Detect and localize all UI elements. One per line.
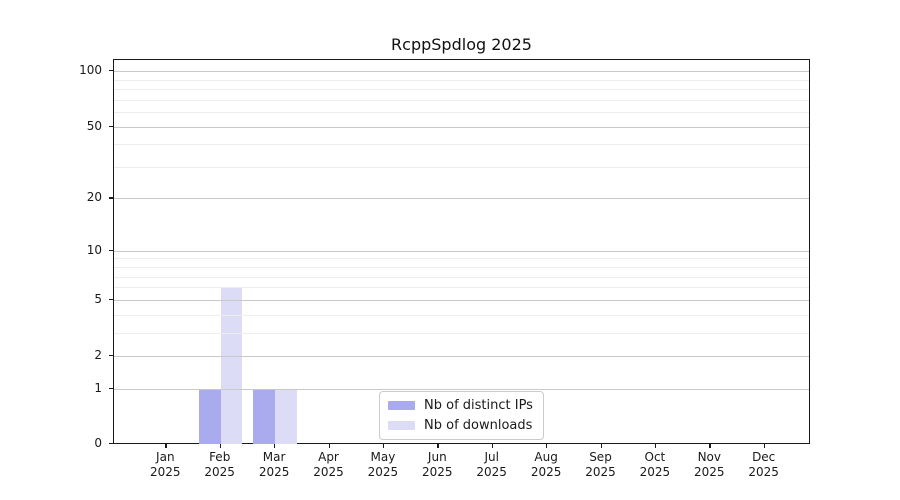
minor-gridline-9 <box>114 258 809 260</box>
y-tick-label-1: 1 <box>94 380 102 395</box>
x-tick-label-jun: Jun 2025 <box>422 450 453 479</box>
y-tick-0 <box>109 443 113 445</box>
y-tick-label-20: 20 <box>86 190 102 205</box>
major-gridline-20 <box>114 198 809 200</box>
major-gridline-10 <box>114 250 809 252</box>
x-tick-jun <box>437 444 439 448</box>
x-tick-label-jul: Jul 2025 <box>476 450 507 479</box>
x-tick-aug <box>546 444 548 448</box>
legend-label-distinct-ips: Nb of distinct IPs <box>424 398 533 413</box>
x-tick-oct <box>654 444 657 448</box>
y-tick-1 <box>109 387 113 390</box>
x-tick-label-oct: Oct 2025 <box>639 450 671 479</box>
y-tick-50 <box>109 125 113 127</box>
minor-gridline-3 <box>114 332 809 334</box>
x-tick-nov <box>709 444 711 448</box>
x-tick-dec <box>763 444 765 448</box>
legend-item-downloads: Nb of downloads <box>388 418 533 433</box>
minor-gridline-80 <box>114 89 809 91</box>
x-tick-may <box>382 444 385 448</box>
chart-title: RcppSpdlog 2025 <box>391 35 532 54</box>
x-tick-jul <box>491 444 493 448</box>
x-tick-label-sep: Sep 2025 <box>585 450 616 479</box>
downloads-swatch <box>388 421 415 430</box>
x-tick-label-aug: Aug 2025 <box>530 450 562 479</box>
minor-gridline-60 <box>114 112 809 114</box>
x-tick-jan <box>165 444 167 448</box>
minor-gridline-90 <box>114 79 809 81</box>
x-tick-apr <box>328 444 330 448</box>
bar-feb-downloads <box>220 287 243 444</box>
minor-gridline-70 <box>114 99 809 101</box>
bar-mar-downloads <box>275 388 297 444</box>
bar-feb-distinct-ips <box>198 388 221 444</box>
x-tick-mar <box>274 444 276 448</box>
x-tick-label-jan: Jan 2025 <box>150 450 181 479</box>
legend: Nb of distinct IPs Nb of downloads <box>379 391 544 440</box>
distinct-ips-swatch <box>388 401 415 410</box>
x-tick-label-mar: Mar 2025 <box>258 450 290 479</box>
major-gridline-5 <box>114 299 809 301</box>
y-tick-20 <box>109 197 113 199</box>
minor-gridline-40 <box>114 144 809 146</box>
y-tick-label-10: 10 <box>86 242 102 257</box>
x-tick-label-feb: Feb 2025 <box>204 450 235 479</box>
legend-item-distinct-ips: Nb of distinct IPs <box>388 398 533 413</box>
major-gridline-100 <box>114 71 809 73</box>
bar-mar-distinct-ips <box>253 388 276 444</box>
y-tick-label-0: 0 <box>94 436 102 450</box>
minor-gridline-8 <box>114 267 809 269</box>
y-tick-label-5: 5 <box>94 291 102 306</box>
y-tick-label-50: 50 <box>86 118 102 133</box>
major-gridline-1 <box>114 388 809 390</box>
x-tick-label-nov: Nov 2025 <box>694 450 725 479</box>
x-tick-label-apr: Apr 2025 <box>313 450 344 479</box>
major-gridline-2 <box>114 356 809 357</box>
y-tick-10 <box>109 249 113 252</box>
minor-gridline-4 <box>114 314 809 316</box>
y-tick-100 <box>109 70 113 72</box>
minor-gridline-7 <box>114 276 809 278</box>
y-tick-5 <box>109 298 113 301</box>
y-tick-label-100: 100 <box>79 63 102 78</box>
minor-gridline-30 <box>114 166 809 168</box>
plot-area <box>113 59 810 444</box>
x-tick-sep <box>600 444 602 448</box>
legend-label-downloads: Nb of downloads <box>424 418 533 433</box>
x-tick-feb <box>219 444 221 448</box>
y-tick-label-2: 2 <box>94 348 102 362</box>
x-tick-label-dec: Dec 2025 <box>748 450 779 479</box>
y-tick-2 <box>109 355 113 357</box>
x-tick-label-may: May 2025 <box>367 450 399 479</box>
major-gridline-50 <box>114 126 809 128</box>
minor-gridline-6 <box>114 287 809 289</box>
